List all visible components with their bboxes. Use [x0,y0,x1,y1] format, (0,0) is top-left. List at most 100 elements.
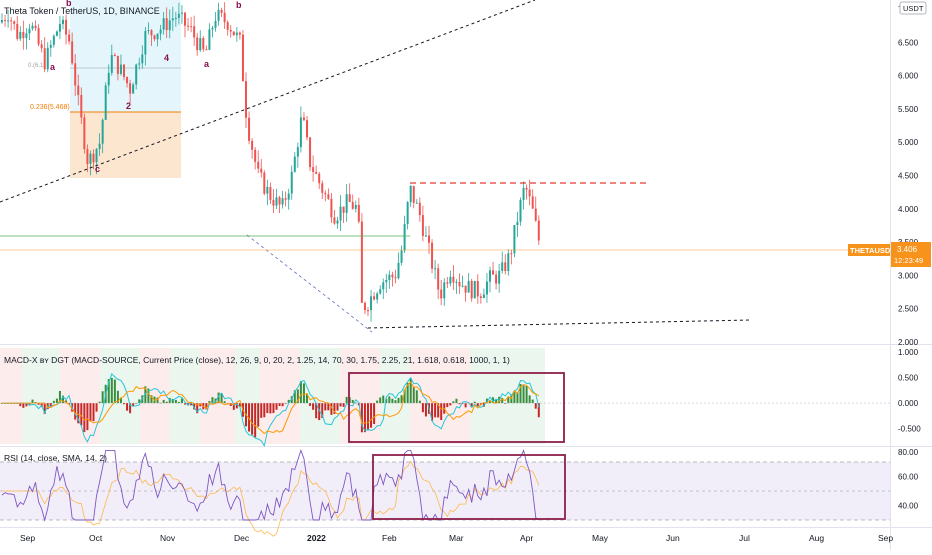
macd-bar [232,403,235,410]
price-axis-label: 4.500 [898,172,919,181]
candle-up [498,270,501,284]
macd-highlight-box [348,372,565,443]
candle-down [531,196,534,209]
macd-bar [208,400,211,404]
candle-up [55,31,58,36]
price-axis-label: 2.000 [898,338,919,347]
candle-down [495,274,498,284]
candle-up [516,221,519,226]
candle-down [309,137,312,168]
macd-bar [107,379,110,404]
candle-down [113,55,116,57]
candle-down [65,19,68,35]
wave-label: a [204,59,210,69]
macd-bar [394,400,397,404]
candle-down [126,77,129,84]
macd-bar [400,395,403,404]
candle-up [171,18,174,21]
candle-up [49,44,52,48]
macd-bar [406,382,409,404]
candle-down [190,26,193,28]
macd-bar [367,403,369,431]
symbol-title: Theta Token / TetherUS, 1D, BINANCE [4,6,160,16]
candle-up [275,197,278,206]
macd-bar [342,403,345,407]
candle-up [214,20,217,28]
candle-down [479,296,482,299]
candle-down [360,221,363,303]
macd-bar [180,398,183,404]
macd-bar [388,396,391,404]
macd-bar [412,387,415,404]
macd-bar [519,384,522,404]
candle-down [220,9,223,13]
macd-bar [34,402,37,404]
candle-down [440,289,443,299]
candle-up [400,250,403,263]
candle-up [522,187,525,200]
candle-down [470,280,473,299]
candle-down [367,310,369,312]
candle-down [202,38,205,50]
candle-up [370,296,373,311]
candle-down [153,35,156,40]
candle-up [199,38,202,51]
candle-up [467,280,470,293]
macd-bar [278,403,281,407]
candle-down [86,149,89,164]
candle-down [37,28,40,45]
macd-bar [65,400,68,404]
fib-label: 0.(6.1) [28,63,45,69]
macd-bar [309,403,312,406]
macd-bar [455,398,458,404]
candle-up [180,12,183,14]
macd-bar [220,393,223,404]
fib-zone-upper [70,0,181,112]
candle-down [412,185,415,203]
currency-badge [899,1,927,15]
macd-bar [52,400,55,404]
candle-up [159,29,162,34]
candle-down [330,198,333,218]
macd-bar [321,403,324,419]
candle-up [403,224,406,251]
macd-bar [266,403,269,414]
macd-bar [421,403,424,413]
candle-down [525,187,528,190]
candle-up [473,281,476,299]
candle-down [269,186,272,201]
candle-down [241,34,244,82]
macd-bar [479,403,482,405]
candle-up [406,202,409,225]
candle-up [424,235,427,237]
macd-bar [363,403,366,433]
macd-bar [360,403,363,433]
candle-up [266,186,269,194]
rsi-highlight-box [372,454,566,520]
candle-down [428,235,430,243]
candle-up [132,84,135,94]
current-price-label: 3.406 [897,245,918,254]
candle-down [80,95,83,118]
candle-down [13,21,16,24]
macd-bar [464,403,467,408]
time-axis-label: Jul [739,533,750,543]
candle-up [235,32,238,36]
macd-bar [476,403,479,406]
macd-bar [62,395,64,404]
macd-bar [336,403,339,411]
macd-axis-label: 0.000 [898,399,919,408]
symbol-tag-label: THETAUSDT [850,246,895,255]
candle-down [193,26,196,38]
macd-bar [116,390,119,404]
candle-down [260,168,263,173]
macd-bar [452,401,455,404]
macd-bar [534,403,537,409]
macd-bar [296,389,299,404]
candle-down [254,149,257,162]
candle-down [351,201,354,209]
candle-up [296,147,299,157]
candle-up [19,31,22,39]
macd-bar [351,399,354,404]
